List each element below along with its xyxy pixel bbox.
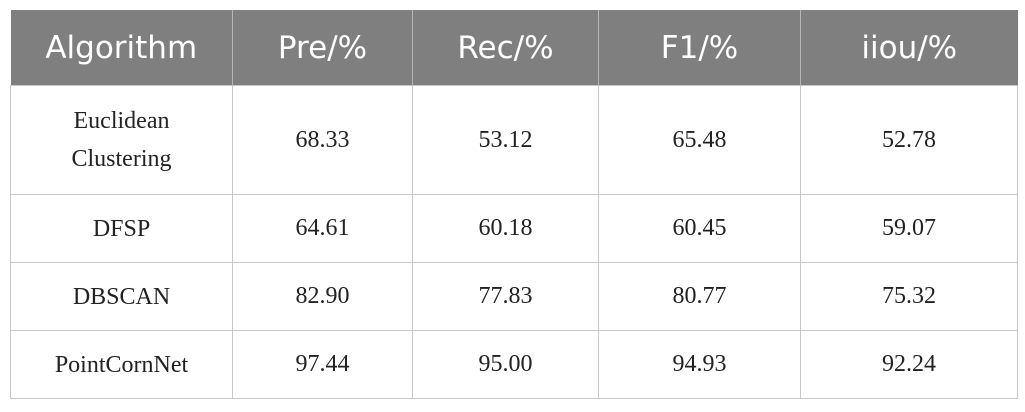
cell-text: PointCornNet bbox=[54, 351, 189, 378]
algorithm-cell: DFSP bbox=[10, 194, 233, 263]
value-cell: 80.77 bbox=[598, 262, 801, 331]
value-cell: 82.90 bbox=[232, 262, 413, 331]
cell-text: 60.45 bbox=[672, 215, 727, 241]
header-cell: Pre/% bbox=[232, 10, 413, 86]
table-row: DBSCAN 82.90 77.83 80.77 75.32 bbox=[10, 262, 1018, 331]
cell-text: DFSP bbox=[92, 215, 151, 242]
cell-text: 75.32 bbox=[882, 283, 936, 309]
cell-text: 60.18 bbox=[478, 215, 533, 241]
cell-text: 94.93 bbox=[672, 351, 727, 377]
value-cell: 52.78 bbox=[800, 85, 1018, 195]
cell-text: 68.33 bbox=[295, 126, 350, 153]
algorithm-cell: Euclidean Clustering bbox=[10, 85, 233, 195]
results-table: Algorithm Pre/% Rec/% F1/% iiou/% Euclidean … bbox=[10, 10, 1018, 399]
value-cell: 95.00 bbox=[412, 330, 599, 399]
table-row: PointCornNet 97.44 95.00 94.93 92.24 bbox=[10, 330, 1018, 399]
value-cell: 77.83 bbox=[412, 262, 599, 331]
value-cell: 68.33 bbox=[232, 85, 413, 195]
value-cell: 60.18 bbox=[412, 194, 599, 263]
table-row: Euclidean Clustering 68.33 53.12 65.48 52.78 bbox=[10, 85, 1018, 195]
algorithm-cell: DBSCAN bbox=[10, 262, 233, 331]
cell-text: 97.44 bbox=[295, 351, 350, 377]
table-row: DFSP 64.61 60.18 60.45 59.07 bbox=[10, 194, 1018, 263]
value-cell: 97.44 bbox=[232, 330, 413, 399]
header-row: Algorithm Pre/% Rec/% F1/% iiou/% bbox=[10, 10, 1018, 86]
header-cell: Algorithm bbox=[10, 10, 233, 86]
value-cell: 65.48 bbox=[598, 85, 801, 195]
cell-text: 80.77 bbox=[672, 283, 727, 309]
cell-text: 59.07 bbox=[882, 215, 936, 241]
header-cell: Rec/% bbox=[412, 10, 599, 86]
value-cell: 75.32 bbox=[800, 262, 1018, 331]
cell-text: 77.83 bbox=[478, 283, 533, 309]
value-cell: 94.93 bbox=[598, 330, 801, 399]
cell-text: 82.90 bbox=[295, 283, 350, 309]
cell-text: Euclidean Clustering bbox=[71, 108, 172, 172]
cell-text: 53.12 bbox=[478, 126, 533, 153]
algorithm-cell: PointCornNet bbox=[10, 330, 233, 399]
header-cell: iiou/% bbox=[800, 10, 1018, 86]
cell-text: DBSCAN bbox=[72, 283, 171, 310]
cell-text: 64.61 bbox=[295, 215, 350, 241]
table-body: Euclidean Clustering 68.33 53.12 65.48 52.78… bbox=[10, 85, 1018, 399]
value-cell: 60.45 bbox=[598, 194, 801, 263]
value-cell: 64.61 bbox=[232, 194, 413, 263]
value-cell: 92.24 bbox=[800, 330, 1018, 399]
header-cell: F1/% bbox=[598, 10, 801, 86]
cell-text: 52.78 bbox=[882, 126, 936, 153]
cell-text: 95.00 bbox=[478, 351, 533, 377]
cell-text: 92.24 bbox=[882, 351, 936, 377]
cell-text: 65.48 bbox=[672, 126, 727, 153]
value-cell: 53.12 bbox=[412, 85, 599, 195]
value-cell: 59.07 bbox=[800, 194, 1018, 263]
